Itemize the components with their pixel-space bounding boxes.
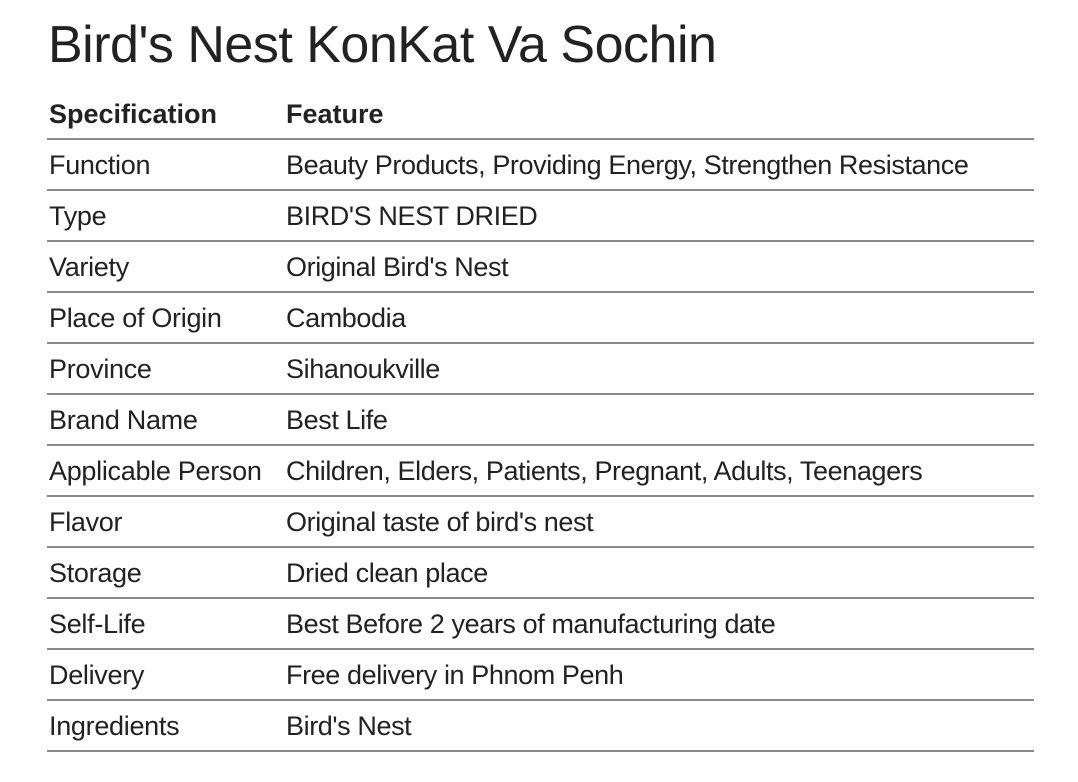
feature-cell: Sihanoukville xyxy=(284,343,1034,395)
spec-cell: Delivery xyxy=(47,649,284,701)
column-header-specification: Specification xyxy=(47,90,284,140)
spec-cell: Flavor xyxy=(47,496,284,548)
feature-cell: Best Before 2 years of manufacturing dat… xyxy=(284,598,1034,650)
spec-cell: Ingredients xyxy=(47,700,284,752)
feature-cell: Bird's Nest xyxy=(284,700,1034,752)
table-row: Delivery Free delivery in Phnom Penh xyxy=(47,649,1034,701)
spec-cell: Place of Origin xyxy=(47,292,284,344)
table-header-row: Specification Feature xyxy=(47,90,1034,140)
table-row: Applicable Person Children, Elders, Pati… xyxy=(47,445,1034,497)
page-title: Bird's Nest KonKat Va Sochin xyxy=(48,16,717,74)
spec-cell: Applicable Person xyxy=(47,445,284,497)
table-row: Ingredients Bird's Nest xyxy=(47,700,1034,752)
spec-cell: Storage xyxy=(47,547,284,599)
table-row: Variety Original Bird's Nest xyxy=(47,241,1034,293)
table-row: Storage Dried clean place xyxy=(47,547,1034,599)
feature-cell: Beauty Products, Providing Energy, Stren… xyxy=(284,139,1034,191)
spec-cell: Type xyxy=(47,190,284,242)
table-row: Self-Life Best Before 2 years of manufac… xyxy=(47,598,1034,650)
spec-cell: Brand Name xyxy=(47,394,284,446)
table-row: Brand Name Best Life xyxy=(47,394,1034,446)
feature-cell: Cambodia xyxy=(284,292,1034,344)
spec-cell: Variety xyxy=(47,241,284,293)
feature-cell: Original taste of bird's nest xyxy=(284,496,1034,548)
feature-cell: Children, Elders, Patients, Pregnant, Ad… xyxy=(284,445,1034,497)
table-row: Place of Origin Cambodia xyxy=(47,292,1034,344)
table-row: Function Beauty Products, Providing Ener… xyxy=(47,139,1034,191)
table-row: Flavor Original taste of bird's nest xyxy=(47,496,1034,548)
spec-cell: Province xyxy=(47,343,284,395)
feature-cell: Free delivery in Phnom Penh xyxy=(284,649,1034,701)
feature-cell: BIRD'S NEST DRIED xyxy=(284,190,1034,242)
spec-cell: Function xyxy=(47,139,284,191)
feature-cell: Dried clean place xyxy=(284,547,1034,599)
specification-table: Specification Feature Function Beauty Pr… xyxy=(47,90,1034,752)
column-header-feature: Feature xyxy=(284,90,1034,140)
spec-cell: Self-Life xyxy=(47,598,284,650)
table-row: Province Sihanoukville xyxy=(47,343,1034,395)
feature-cell: Original Bird's Nest xyxy=(284,241,1034,293)
feature-cell: Best Life xyxy=(284,394,1034,446)
table-row: Type BIRD'S NEST DRIED xyxy=(47,190,1034,242)
